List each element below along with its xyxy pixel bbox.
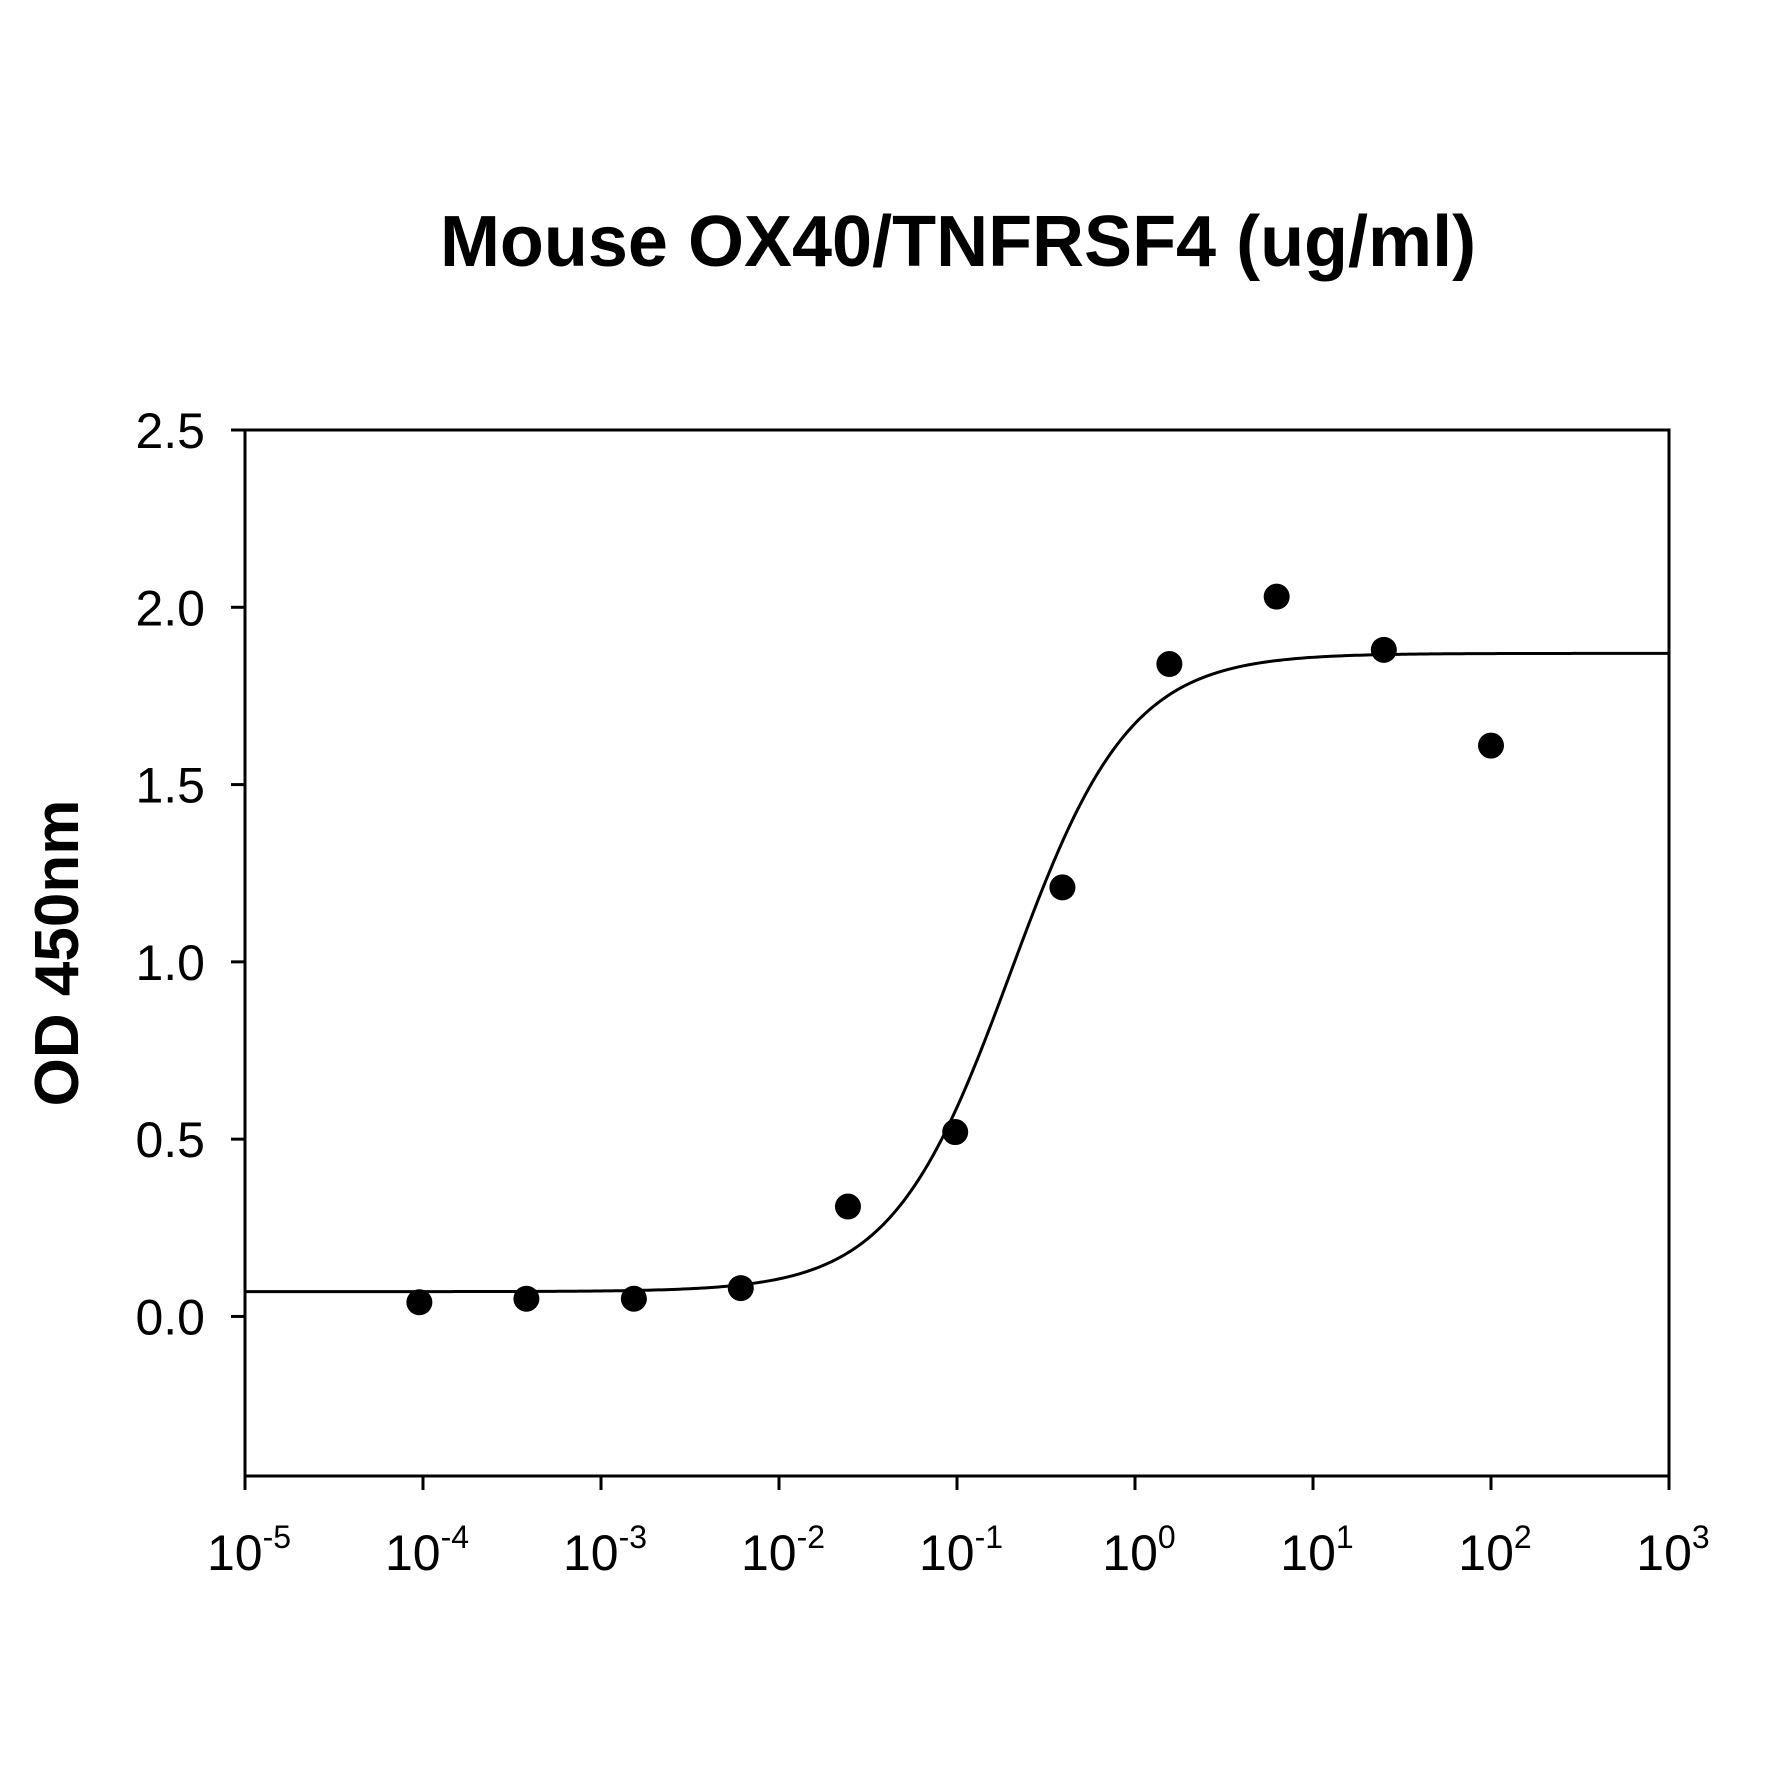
data-point — [942, 1119, 969, 1146]
data-point — [513, 1285, 540, 1312]
x-tick-label: 10-3 — [563, 1519, 647, 1581]
y-axis-ticks: 2.5 2.0 1.5 1.0 0.5 0.0 — [135, 403, 245, 1345]
x-tick-label: 10-1 — [919, 1519, 1003, 1581]
data-points — [406, 583, 1504, 1316]
chart-title: Mouse OX40/TNFRSF4 (ug/ml) — [440, 202, 1476, 282]
x-tick-label: 101 — [1280, 1519, 1353, 1581]
x-tick-label: 10-2 — [741, 1519, 825, 1581]
data-point — [1478, 732, 1504, 759]
plot-area-frame — [243, 428, 1671, 1478]
data-point — [406, 1289, 433, 1316]
x-axis-ticks: 10-5 10-4 10-3 10-2 10-1 100 101 102 103 — [207, 1476, 1710, 1581]
x-tick-label: 10-4 — [385, 1519, 469, 1581]
fit-curve-line — [245, 651, 1669, 1294]
data-point — [1370, 636, 1397, 663]
y-tick-label: 0.0 — [135, 1289, 205, 1345]
y-tick-label: 1.5 — [135, 758, 205, 814]
y-axis-label: OD 450nm — [23, 800, 92, 1107]
data-point — [1263, 583, 1290, 610]
y-tick-label: 2.0 — [135, 580, 205, 636]
y-tick-label: 2.5 — [135, 403, 205, 459]
x-tick-label: 100 — [1102, 1519, 1175, 1581]
data-point — [1156, 651, 1183, 678]
y-tick-label: 1.0 — [135, 935, 205, 991]
data-point — [620, 1285, 647, 1312]
x-tick-label: 103 — [1636, 1519, 1709, 1581]
data-point — [1049, 874, 1076, 901]
x-tick-label: 102 — [1458, 1519, 1531, 1581]
data-point — [834, 1193, 861, 1220]
x-tick-label: 10-5 — [207, 1519, 291, 1581]
data-point — [727, 1275, 754, 1302]
y-tick-label: 0.5 — [135, 1112, 205, 1168]
